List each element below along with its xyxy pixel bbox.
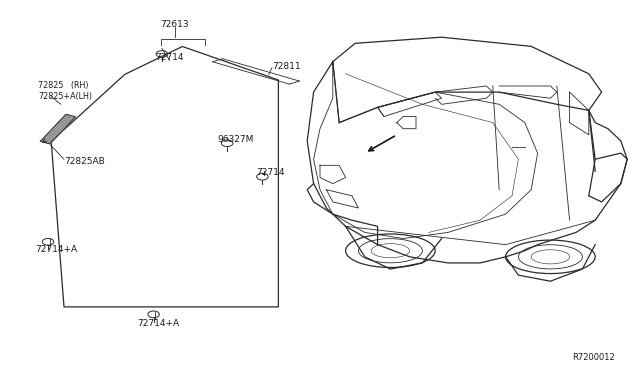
Text: 72825   (RH): 72825 (RH) xyxy=(38,81,89,90)
Text: 96327M: 96327M xyxy=(218,135,254,144)
Text: 72811: 72811 xyxy=(272,62,301,71)
Polygon shape xyxy=(40,114,76,144)
Text: 72714+A: 72714+A xyxy=(138,319,180,328)
Text: R7200012: R7200012 xyxy=(572,353,614,362)
Text: 72714+A: 72714+A xyxy=(35,245,77,254)
Text: 72714: 72714 xyxy=(256,169,285,177)
Text: 72825+A(LH): 72825+A(LH) xyxy=(38,92,92,101)
Text: 72714: 72714 xyxy=(156,53,184,62)
Text: 72825AB: 72825AB xyxy=(64,157,105,166)
Text: 72613: 72613 xyxy=(161,20,189,29)
